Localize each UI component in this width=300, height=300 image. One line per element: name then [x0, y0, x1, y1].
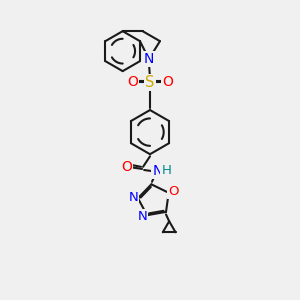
Text: O: O: [168, 185, 178, 198]
Text: N: N: [128, 190, 138, 204]
Text: S: S: [145, 75, 155, 90]
Text: O: O: [162, 75, 173, 89]
Text: N: N: [153, 164, 163, 178]
Text: N: N: [137, 210, 147, 223]
Text: H: H: [161, 164, 171, 177]
Text: O: O: [127, 75, 138, 89]
Text: O: O: [121, 160, 132, 174]
Text: N: N: [144, 52, 154, 66]
